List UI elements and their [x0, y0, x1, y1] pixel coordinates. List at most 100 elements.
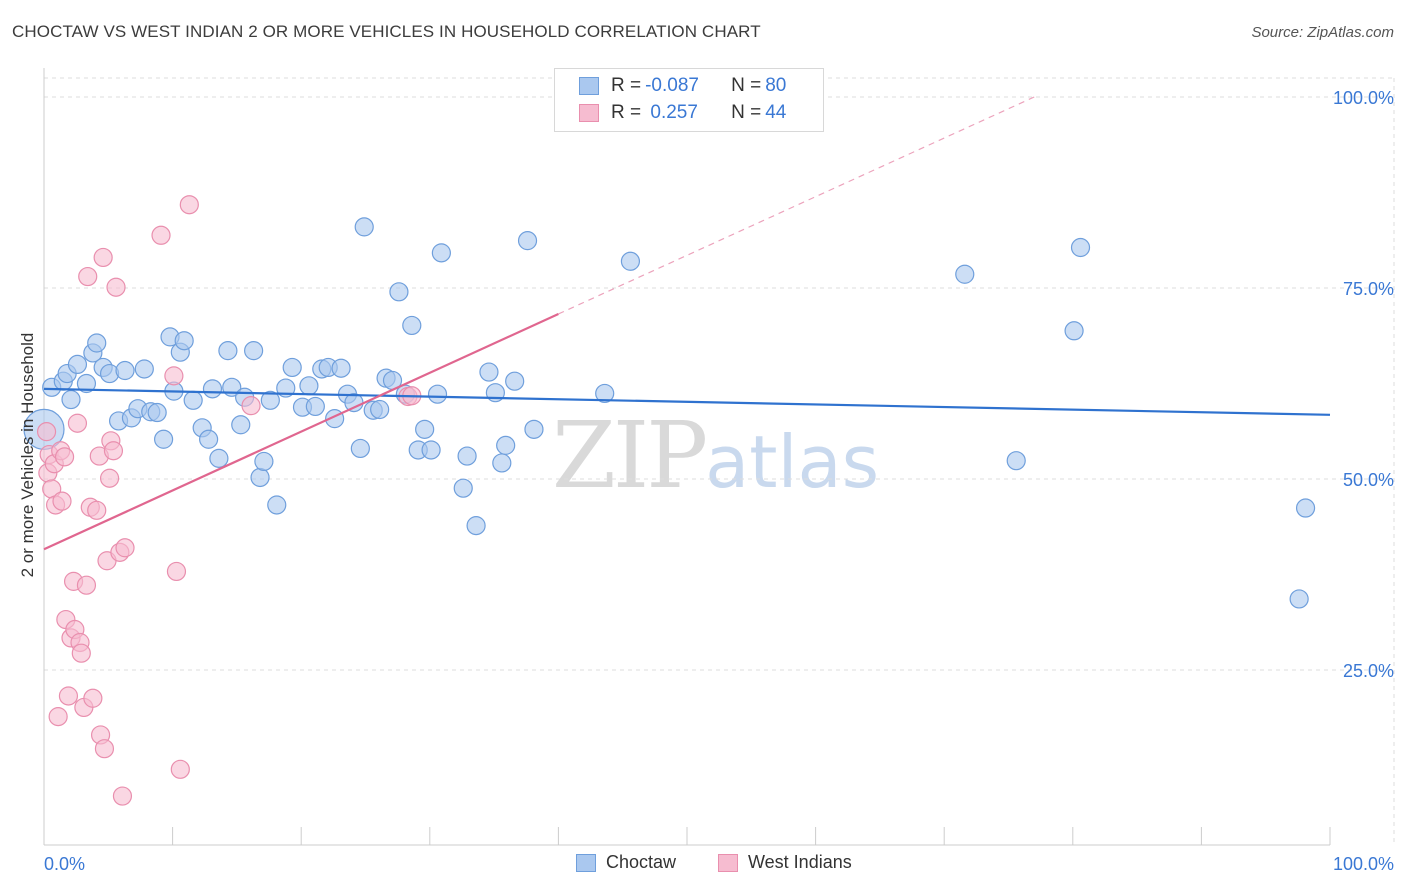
choctaw-point — [250, 467, 270, 488]
choctaw-point — [389, 282, 409, 302]
choctaw-point — [431, 243, 451, 263]
west-indians-point — [48, 707, 68, 727]
west-indians-point — [170, 759, 190, 779]
west-indians-trend-line — [43, 312, 559, 551]
y-axis-label: 2 or more Vehicles in Household — [18, 332, 37, 578]
west-indians-point — [164, 366, 184, 386]
choctaw-point — [199, 429, 219, 449]
west-indians-point — [94, 739, 115, 759]
west-indians-point — [71, 643, 91, 663]
choctaw-swatch-icon — [576, 853, 596, 872]
choctaw-swatch-icon — [579, 77, 599, 95]
choctaw-point — [67, 354, 88, 374]
west-indians-point — [241, 396, 261, 416]
west-indians-point — [93, 247, 113, 268]
choctaw-point — [174, 331, 194, 351]
choctaw-point — [350, 438, 370, 459]
choctaw-trend-line — [43, 387, 1331, 416]
choctaw-point — [595, 383, 615, 404]
choctaw-point — [370, 399, 390, 420]
choctaw-point — [496, 435, 516, 455]
legend-n-value: 44 — [765, 102, 787, 123]
bottom-legend-label: West Indians — [748, 852, 852, 872]
choctaw-point — [218, 341, 238, 361]
west-indians-point — [106, 277, 126, 297]
choctaw-point — [153, 429, 174, 449]
choctaw-point — [457, 446, 477, 466]
west-indians-point — [58, 686, 79, 706]
choctaw-point — [260, 390, 280, 410]
legend-n-label: N = — [731, 102, 762, 123]
west-indians-point — [83, 688, 103, 708]
watermark-zip: ZIP — [552, 402, 708, 509]
choctaw-point — [1064, 321, 1084, 341]
choctaw-point — [415, 419, 435, 439]
choctaw-point — [620, 251, 641, 271]
choctaw-point — [453, 478, 473, 498]
choctaw-point — [1070, 237, 1091, 258]
y-tick-label: 50.0% — [1343, 470, 1394, 490]
x-tick-label: 0.0% — [44, 854, 85, 874]
choctaw-point — [99, 363, 120, 384]
y-tick-label: 25.0% — [1343, 661, 1394, 681]
west-indians-point — [76, 575, 97, 595]
choctaw-point — [1295, 498, 1316, 518]
stats-legend: R = -0.087 N = 80 R = 0.257 N = 44 — [554, 68, 824, 132]
choctaw-point — [955, 264, 975, 284]
y-tick-label: 75.0% — [1343, 279, 1394, 299]
legend-n-label: N = — [731, 75, 762, 96]
legend-r-label: R = — [611, 75, 642, 96]
choctaw-point — [61, 389, 81, 410]
west-indians-point — [78, 266, 98, 287]
choctaw-point — [505, 371, 525, 391]
legend-r-value: -0.087 — [645, 75, 699, 96]
choctaw-point — [115, 360, 135, 381]
choctaw-point — [402, 315, 422, 336]
choctaw-point — [492, 453, 512, 473]
west-indians-point — [166, 561, 187, 582]
choctaw-point — [331, 358, 351, 378]
west-indians-point — [87, 500, 107, 520]
legend-n-value: 80 — [765, 75, 787, 96]
choctaw-point — [282, 357, 302, 378]
choctaw-point — [427, 384, 448, 404]
chart-title: CHOCTAW VS WEST INDIAN 2 OR MORE VEHICLE… — [12, 22, 761, 41]
choctaw-point — [244, 341, 264, 361]
choctaw-point — [466, 516, 486, 536]
choctaw-point — [183, 390, 203, 410]
x-tick-label: 100.0% — [1333, 854, 1394, 874]
west-indians-swatch-icon — [718, 853, 738, 872]
choctaw-point — [231, 415, 251, 435]
choctaw-point — [479, 362, 499, 382]
choctaw-point — [524, 419, 544, 439]
west-indians-point — [112, 786, 133, 806]
watermark: ZIPatlas — [552, 402, 879, 509]
choctaw-point — [299, 376, 319, 396]
choctaw-point — [134, 359, 154, 379]
bottom-legend-choctaw: Choctaw — [576, 852, 676, 873]
legend-r-label: R = — [611, 102, 642, 123]
choctaw-point — [76, 373, 97, 394]
legend-r-value: 0.257 — [645, 102, 698, 123]
west-indians-swatch-icon — [579, 104, 599, 122]
choctaw-point — [209, 448, 229, 468]
west-indians-point — [179, 195, 199, 215]
source-label: Source: ZipAtlas.com — [1251, 24, 1394, 41]
legend-row-choctaw: R = -0.087 N = 80 — [579, 73, 786, 99]
west-indians-point — [103, 441, 124, 461]
choctaw-point — [421, 440, 441, 460]
bottom-legend-label: Choctaw — [606, 852, 677, 872]
y-tick-label: 100.0% — [1333, 88, 1394, 108]
west-indians-point — [36, 422, 57, 442]
choctaw-point — [354, 217, 374, 237]
bottom-legend-west-indians: West Indians — [718, 852, 852, 873]
choctaw-point — [254, 451, 274, 472]
choctaw-point — [1006, 451, 1026, 471]
choctaw-point — [305, 396, 325, 417]
choctaw-point — [517, 231, 538, 251]
legend-row-west-indians: R = 0.257 N = 44 — [579, 100, 786, 126]
watermark-atlas: atlas — [705, 420, 880, 504]
west-indians-point — [115, 538, 135, 558]
west-indians-point — [151, 225, 171, 245]
